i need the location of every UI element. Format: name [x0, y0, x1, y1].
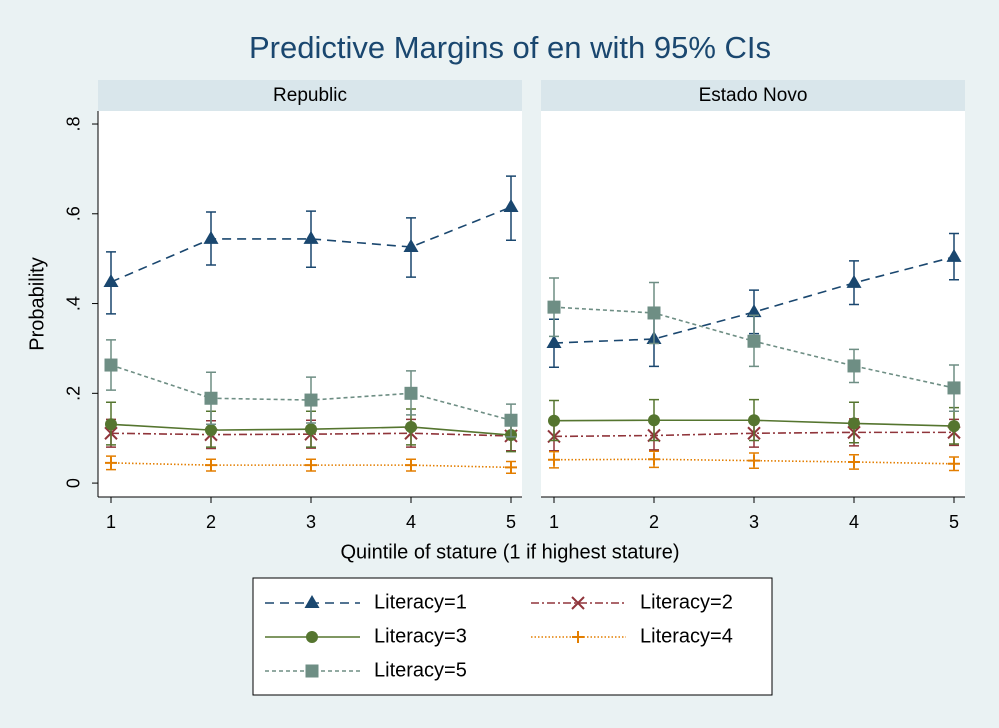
y-tick-label: .8	[64, 117, 84, 132]
panel-title: Estado Novo	[699, 85, 808, 106]
marker	[404, 386, 418, 400]
series-line	[110, 432, 512, 437]
marker	[746, 304, 762, 318]
marker	[546, 335, 562, 349]
legend-label: Literacy=4	[640, 625, 733, 647]
y-tick-label: .4	[64, 296, 84, 311]
y-axis-label: Probability	[26, 257, 48, 350]
marker	[205, 424, 217, 437]
series-line	[553, 431, 954, 438]
marker	[403, 238, 419, 252]
legend-marker	[306, 631, 318, 643]
legend-label: Literacy=2	[640, 591, 733, 613]
marker	[104, 358, 118, 372]
legend-label: Literacy=3	[374, 625, 467, 647]
marker	[948, 457, 960, 470]
marker	[748, 414, 760, 427]
marker	[505, 461, 517, 474]
panel-header	[541, 80, 965, 111]
marker	[548, 453, 560, 466]
marker	[203, 230, 219, 244]
panel-header	[98, 80, 522, 111]
x-tick-label: 3	[749, 512, 759, 532]
marker	[204, 391, 218, 405]
marker	[305, 423, 317, 436]
panel-title: Republic	[273, 85, 347, 106]
marker	[305, 459, 317, 472]
x-axis-label: Quintile of stature (1 if highest statur…	[340, 541, 679, 563]
x-tick-label: 1	[106, 512, 116, 532]
x-tick-label: 1	[549, 512, 559, 532]
x-tick-label: 4	[406, 512, 416, 532]
y-tick-label: 0	[64, 478, 84, 488]
marker	[648, 414, 660, 427]
marker	[103, 274, 119, 288]
marker	[405, 459, 417, 472]
marker	[647, 306, 661, 320]
marker	[504, 413, 518, 427]
marker	[105, 418, 117, 431]
legend-marker	[571, 596, 585, 610]
legend-label: Literacy=1	[374, 591, 467, 613]
y-tick-label: .6	[64, 206, 84, 221]
legend-marker	[304, 595, 320, 608]
legend-marker	[572, 631, 584, 643]
marker	[548, 414, 560, 427]
legend-marker	[305, 664, 319, 678]
plot-area	[98, 111, 522, 497]
marker	[648, 453, 660, 466]
x-tick-label: 2	[649, 512, 659, 532]
marker	[303, 230, 319, 244]
marker	[503, 199, 519, 213]
chart-title: Predictive Margins of en with 95% CIs	[249, 30, 771, 65]
marker	[405, 420, 417, 433]
marker	[947, 381, 961, 395]
marker	[205, 459, 217, 472]
marker	[848, 417, 860, 430]
x-tick-label: 3	[306, 512, 316, 532]
marker	[946, 248, 962, 262]
x-tick-label: 5	[949, 512, 959, 532]
legend-label: Literacy=5	[374, 659, 467, 681]
marker	[105, 456, 117, 469]
marker	[547, 300, 561, 314]
x-tick-label: 2	[206, 512, 216, 532]
marker	[304, 393, 318, 407]
x-tick-label: 4	[849, 512, 859, 532]
plot-area	[541, 111, 965, 497]
marker	[848, 455, 860, 468]
y-tick-label: .2	[64, 386, 84, 401]
marker	[948, 420, 960, 433]
marker	[847, 359, 861, 373]
marker	[748, 454, 760, 467]
marker	[747, 334, 761, 348]
series-line	[110, 206, 512, 283]
x-tick-label: 5	[506, 512, 516, 532]
marker	[846, 274, 862, 288]
